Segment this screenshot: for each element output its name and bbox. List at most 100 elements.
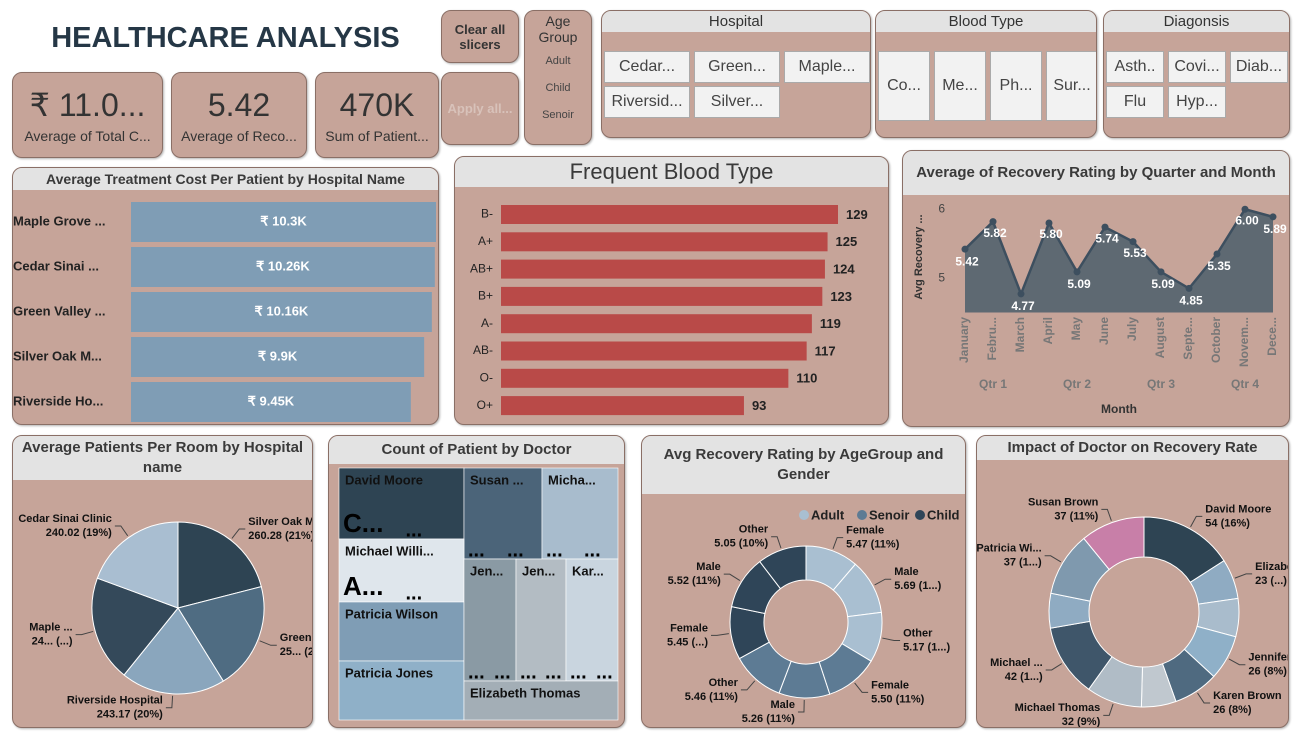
slicer-option[interactable]: Asth.. [1106,51,1164,83]
clear-button[interactable]: Clear all slicers [441,10,519,63]
slice-label: Female [871,679,909,691]
category-label: Cedar Sinai ... [13,258,99,273]
slice-value: 54 (16%) [1205,517,1250,529]
leader-line [75,630,94,636]
slicer-option[interactable]: Green... [694,51,780,83]
leader-line [797,699,805,713]
cell-sublabel: ... [507,539,524,561]
slice [177,586,265,682]
slicer-option[interactable]: Senoir [542,109,574,121]
leader-line [1101,508,1112,521]
slicer-option[interactable]: Riversid... [604,86,690,118]
slicer-option[interactable]: Silver... [694,86,780,118]
category-label: O- [480,370,493,384]
cell-label: Susan ... [470,472,523,487]
chart-panel: Frequent Blood Type B- 129 A+ 125 AB+ 124 B+ 123… [454,156,889,425]
point [1185,284,1193,292]
chart-title: Frequent Blood Type [455,157,888,187]
slice-value: 26 (8%) [1213,704,1252,716]
legend-marker [857,510,867,520]
slicer-option[interactable]: Sur... [1046,51,1096,121]
slicer-option[interactable]: Covi... [1168,51,1226,83]
value-label: 5.53 [1123,246,1147,260]
category-label: A- [481,316,493,330]
cell-label: Michael Willi... [345,543,434,558]
header: HEALTHCARE ANALYSIS [12,10,439,67]
treemap-cell [565,558,619,682]
slice-value: 5.05 (10%) [714,538,768,550]
chart: B- 129 A+ 125 AB+ 124 B+ 123 A- 119 AB- 117 O- 110 O+ 9… [470,205,868,416]
bar [501,232,828,252]
treemap-cell [463,558,517,682]
y-tick-label: 6 [938,201,945,215]
slice-value: 240.02 (19%) [46,527,112,539]
slice [91,577,179,676]
cell-sublabel: ... [494,661,511,683]
value-label: 123 [830,289,852,304]
slicer-option[interactable]: Adult [545,55,571,67]
slicer: Diagonsis Asth.. Covi... Diab... Flu Hyp... [1103,10,1290,138]
apply-button[interactable]: Apply all... [441,72,519,145]
kpi-card: 5.42 Average of Reco... [171,72,307,158]
kpi-label: Sum of Patient... [325,127,429,144]
bar [501,259,825,279]
slice-label: Other [709,677,739,689]
slicer-option[interactable]: Flu [1106,86,1164,118]
leader-line [1190,515,1203,528]
value-label: 5.80 [1039,227,1063,241]
slicer: Blood Type Co... Me... Ph... Sur... [875,10,1097,138]
cell-sublabel: A... [343,571,383,601]
value-label: 5.42 [955,254,979,268]
x-tick-label: Septe... [1181,317,1195,360]
value-label: 5.82 [983,226,1007,240]
slice [759,545,807,590]
bar [131,292,432,332]
cell-sublabel: ... [596,661,613,683]
slice-value: 5.52 (11%) [668,575,722,587]
leader-line [259,640,277,646]
value-label: 129 [846,207,868,222]
leader-line [874,578,892,586]
slice-label: Patricia Wi... [977,543,1042,555]
slice-value: 5.46 (11%) [685,691,739,703]
slice-label: Karen Brown [1213,690,1282,702]
slice-value: 5.26 (11%) [742,713,796,725]
slicer-option[interactable]: Child [545,82,571,94]
slicer-option[interactable]: Diab... [1230,51,1288,83]
leader-line [854,682,869,693]
value-label: ₹ 9.9K [258,348,298,363]
category-label: Silver Oak M... [13,348,102,363]
slice [96,521,179,609]
value-label: 5.09 [1151,277,1175,291]
slicer-option[interactable]: Co... [878,51,930,121]
chart-title: Impact of Doctor on Recovery Rate [977,436,1288,460]
bar [131,202,436,242]
slicer-option[interactable]: Hyp... [1168,86,1226,118]
category-label: A+ [478,234,493,248]
slicer-option[interactable]: Me... [934,51,986,121]
slice-value: 5.45 (...) [667,636,708,648]
cell-sublabel: ... [468,661,485,683]
slice [177,521,262,609]
point [1129,238,1137,246]
slice-label: Cedar Sinai Clinic [18,513,112,525]
slice-value: 42 (1...) [1005,671,1043,683]
slice-value: 5.50 (11%) [871,693,925,705]
value-label: 5.74 [1095,231,1119,245]
treemap-cell [338,660,465,721]
slice-value: 260.28 (21%) [248,530,312,542]
slice-value: 37 (1...) [1004,557,1042,569]
x-tick-label: Dece... [1265,317,1279,356]
slicer-option[interactable]: Ph... [990,51,1042,121]
leader-line [1044,555,1062,563]
chart-panel: Average of Recovery Rating by Quarter an… [902,150,1290,427]
slice-label: Silver Oak Medi... [248,516,312,528]
chart: Silver Oak Medi... 260.28 (21%) Green V...… [18,513,312,721]
cell-label: Patricia Wilson [345,606,438,621]
cell-sublabel: ... [584,539,601,561]
slicer-option[interactable]: Cedar... [604,51,690,83]
bar [501,368,789,388]
slicer-option[interactable]: Maple... [784,51,870,83]
slice-value: 5.69 (1...) [894,580,941,592]
value-label: 93 [752,398,766,413]
